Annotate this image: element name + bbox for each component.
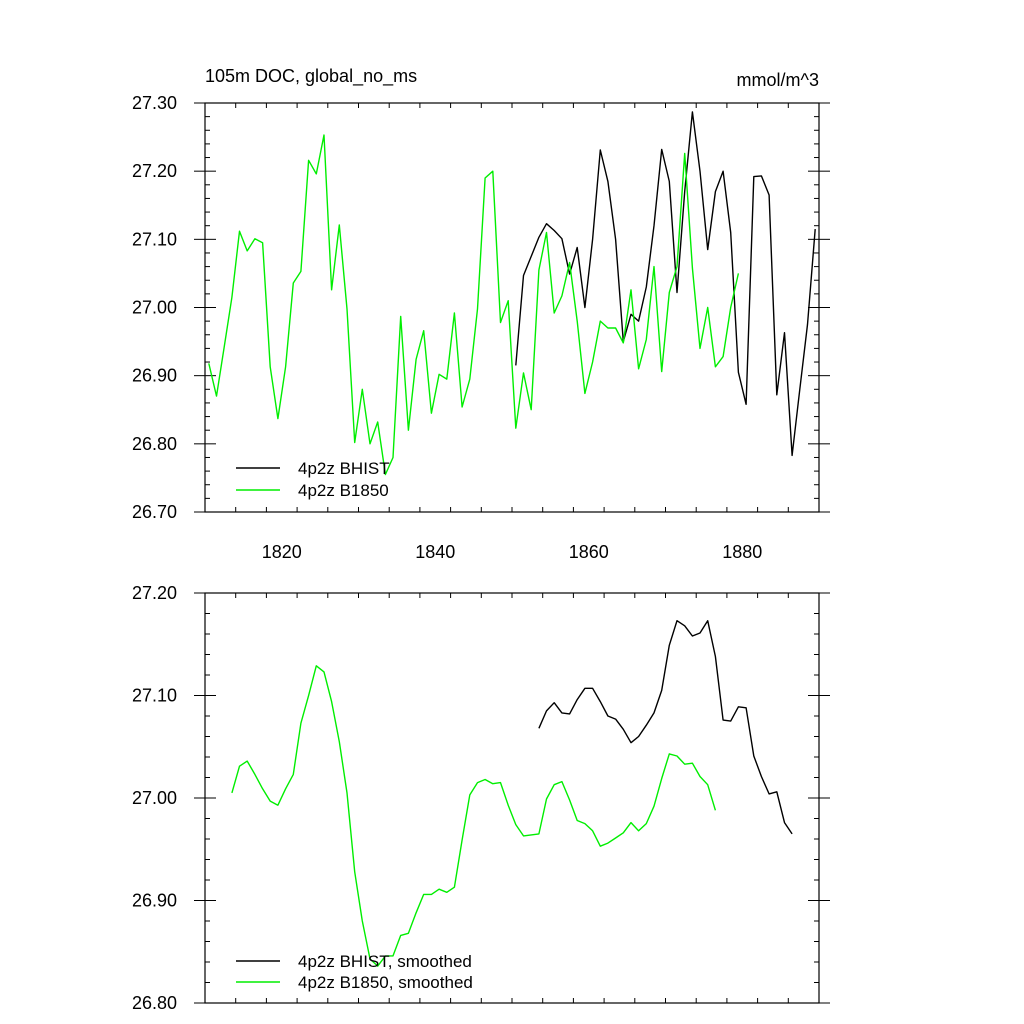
bhist-series-line	[515, 111, 816, 457]
y-tick-label: 27.30	[132, 93, 177, 113]
legend-label-bhist: 4p2z BHIST, smoothed	[298, 952, 472, 971]
y-tick-label: 26.90	[132, 891, 177, 911]
x-tick-label: 1860	[569, 542, 609, 562]
legend-label-bhist: 4p2z BHIST	[298, 459, 390, 478]
y-tick-label: 27.10	[132, 229, 177, 249]
legend-label-b1850: 4p2z B1850	[298, 481, 389, 500]
bhist-series-line	[538, 620, 793, 835]
y-tick-label: 27.10	[132, 686, 177, 706]
y-tick-label: 27.00	[132, 298, 177, 318]
b1850-series-line	[231, 665, 717, 967]
y-tick-label: 26.80	[132, 434, 177, 454]
top-panel: 1820 1840 1860 1880 26.70 26.80 26.90 27.00 27.1…	[132, 66, 830, 562]
legend-label-b1850: 4p2z B1850, smoothed	[298, 973, 473, 992]
y-tick-label: 26.90	[132, 366, 177, 386]
x-tick-label: 1820	[262, 542, 302, 562]
y-tick-label: 26.70	[132, 502, 177, 522]
b1850-series-line	[208, 134, 740, 476]
y-tick-label: 27.00	[132, 788, 177, 808]
x-tick-label: 1880	[722, 542, 762, 562]
x-tick-label: 1840	[415, 542, 455, 562]
y-tick-label: 27.20	[132, 583, 177, 603]
units-label: mmol/m^3	[737, 70, 819, 90]
bottom-panel: 26.80 26.90 27.00 27.10 27.20 4p2z BHIST, smo…	[132, 583, 830, 1013]
y-tick-label: 27.20	[132, 161, 177, 181]
chart-title: 105m DOC, global_no_ms	[205, 66, 417, 87]
y-tick-label: 26.80	[132, 993, 177, 1013]
